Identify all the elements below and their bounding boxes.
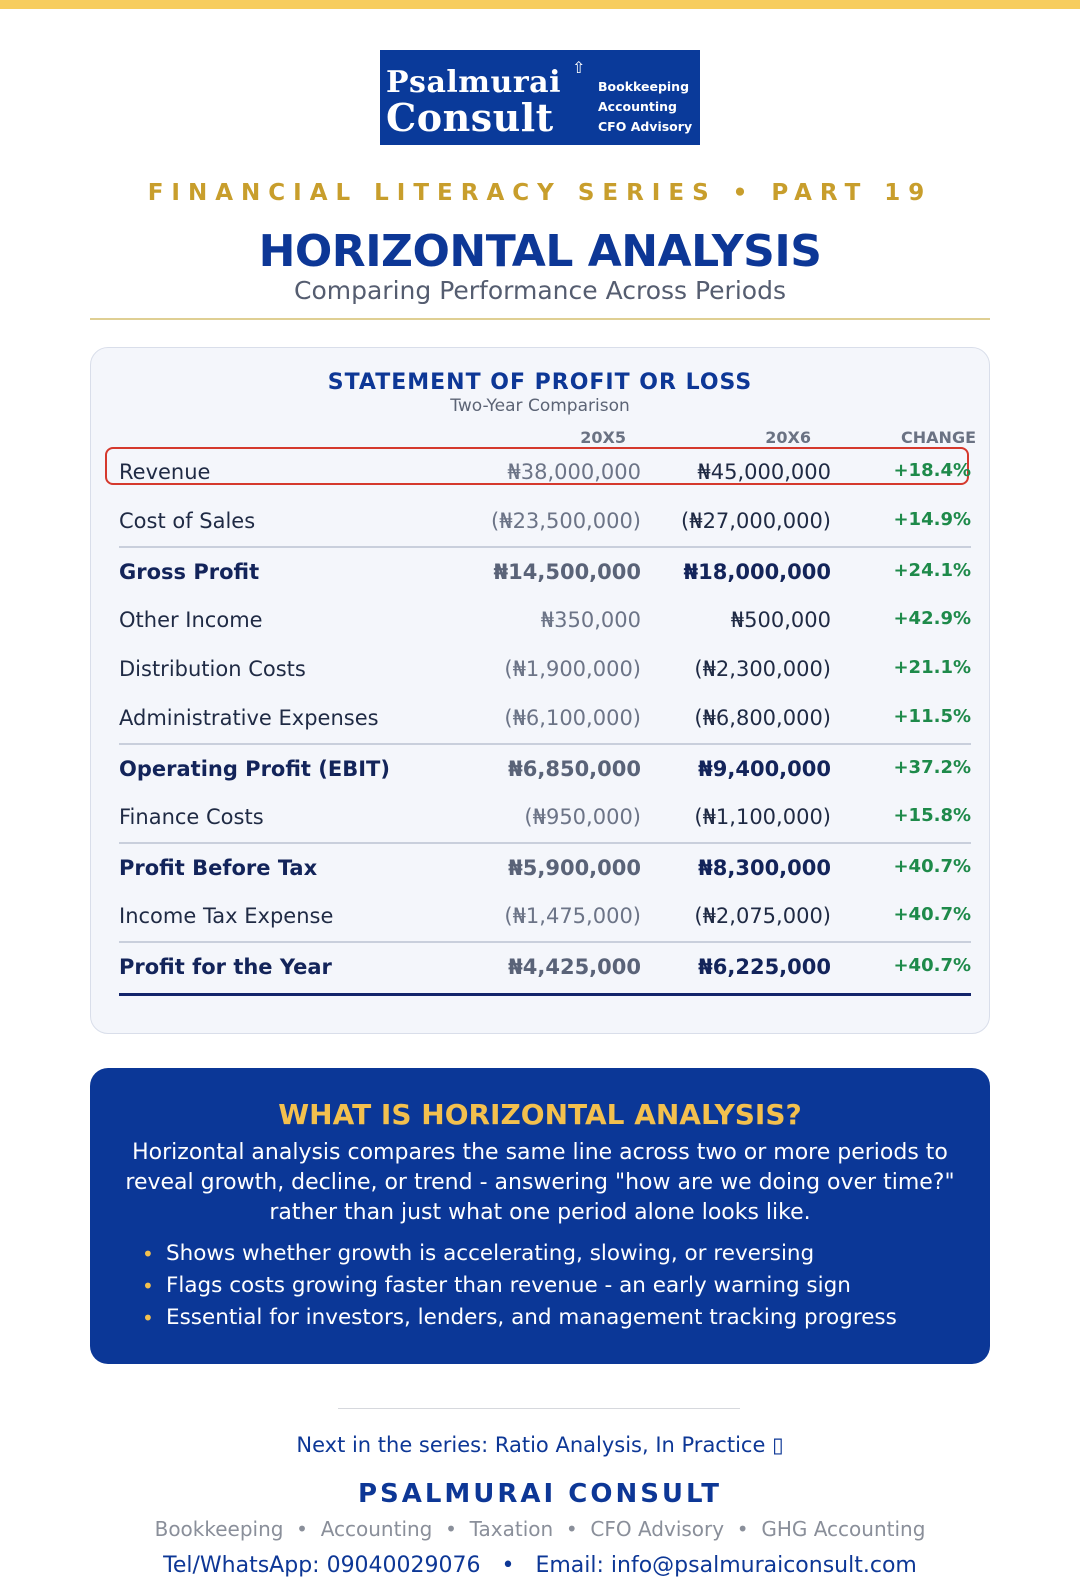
value-20x5: ₦5,900,000 [508, 856, 641, 880]
value-20x6: ₦9,400,000 [698, 757, 831, 781]
row-label: Cost of Sales [119, 509, 256, 533]
bullet-text: Flags costs growing faster than revenue … [166, 1273, 851, 1298]
page-title: HORIZONTAL ANALYSIS [258, 226, 822, 277]
change-value: +15.8% [893, 805, 971, 826]
value-20x5: ₦14,500,000 [493, 560, 641, 584]
column-header-20x5: 20X5 [580, 428, 626, 447]
value-20x5: ₦6,850,000 [508, 757, 641, 781]
list-item: • Essential for investors, lenders, and m… [140, 1302, 960, 1334]
bullet-icon: • [142, 1306, 154, 1330]
value-20x6: (₦6,800,000) [694, 706, 831, 730]
brand-name: PSALMURAI CONSULT [357, 1479, 723, 1509]
value-20x5: ₦350,000 [540, 608, 641, 632]
value-20x5: (₦6,100,000) [504, 706, 641, 730]
bullet-icon: • [142, 1242, 154, 1266]
row-label: Distribution Costs [119, 657, 306, 681]
bullet-text: Shows whether growth is accelerating, sl… [166, 1241, 815, 1266]
table-row: Profit Before Tax ₦5,900,000 ₦8,300,000 … [119, 842, 971, 894]
services-list: Bookkeeping • Accounting • Taxation • CF… [154, 1517, 926, 1541]
value-20x6: ₦45,000,000 [697, 460, 831, 484]
info-body: Horizontal analysis compares the same li… [125, 1140, 955, 1225]
logo-tags: Bookkeeping Accounting CFO Advisory [598, 77, 692, 137]
change-value: +40.7% [893, 856, 971, 877]
change-value: +42.9% [893, 608, 971, 629]
arrow-up-icon: ⇧ [572, 58, 586, 77]
value-20x6: ₦18,000,000 [683, 560, 831, 584]
row-label: Administrative Expenses [119, 706, 379, 730]
logo-name-line1: Psalmurai [386, 65, 561, 100]
list-item: • Shows whether growth is accelerating, s… [140, 1238, 960, 1270]
value-20x6: ₦8,300,000 [698, 856, 831, 880]
value-20x5: ₦4,425,000 [508, 955, 641, 979]
change-value: +40.7% [893, 904, 971, 925]
change-value: +40.7% [893, 955, 971, 976]
list-item: • Flags costs growing faster than revenue… [140, 1270, 960, 1302]
next-in-series: Next in the series: Ratio Analysis, In P… [296, 1433, 784, 1457]
row-label: Finance Costs [119, 805, 264, 829]
row-label: Revenue [119, 460, 211, 484]
value-20x6: (₦2,300,000) [694, 657, 831, 681]
info-title: WHAT IS HORIZONTAL ANALYSIS? [278, 1098, 802, 1131]
table-row: Finance Costs (₦950,000) (₦1,100,000) +1… [119, 793, 971, 843]
table-row: Administrative Expenses (₦6,100,000) (₦6… [119, 694, 971, 744]
company-logo: Psalmurai Consult ⇧ Bookkeeping Accounti… [380, 50, 700, 145]
row-label: Operating Profit (EBIT) [119, 757, 390, 781]
row-label: Gross Profit [119, 560, 260, 584]
logo-tag: Bookkeeping [598, 79, 690, 94]
row-label: Other Income [119, 608, 263, 632]
value-20x6: (₦1,100,000) [694, 805, 831, 829]
divider [338, 1408, 740, 1409]
table-row: Distribution Costs (₦1,900,000) (₦2,300,… [119, 645, 971, 695]
value-20x5: ₦38,000,000 [507, 460, 641, 484]
bullet-text: Essential for investors, lenders, and ma… [166, 1305, 897, 1330]
table-row: Operating Profit (EBIT) ₦6,850,000 ₦9,40… [119, 743, 971, 795]
value-20x6: ₦500,000 [730, 608, 831, 632]
logo-tag: Accounting [598, 99, 677, 114]
logo-wordmark: Psalmurai Consult [386, 68, 586, 138]
table-row: Other Income ₦350,000 ₦500,000 +42.9% [119, 596, 971, 646]
column-header-20x6: 20X6 [765, 428, 811, 447]
value-20x5: (₦1,900,000) [504, 657, 641, 681]
page-subtitle: Comparing Performance Across Periods [294, 276, 786, 305]
info-panel: WHAT IS HORIZONTAL ANALYSIS? Horizontal … [90, 1068, 990, 1364]
column-header-change: CHANGE [901, 428, 976, 447]
value-20x5: (₦1,475,000) [504, 904, 641, 928]
change-value: +11.5% [893, 706, 971, 727]
contact-info: Tel/WhatsApp: 09040029076 • Email: info@… [163, 1553, 917, 1578]
statement-subtitle: Two-Year Comparison [450, 396, 630, 416]
value-20x6: (₦2,075,000) [694, 904, 831, 928]
table-row: Profit for the Year ₦4,425,000 ₦6,225,00… [119, 941, 971, 996]
series-label: FINANCIAL LITERACY SERIES • PART 19 [147, 180, 933, 206]
change-value: +18.4% [893, 460, 971, 481]
table-row: Gross Profit ₦14,500,000 ₦18,000,000 +24… [119, 546, 971, 598]
change-value: +14.9% [893, 509, 971, 530]
value-20x5: (₦950,000) [524, 805, 641, 829]
row-label: Profit Before Tax [119, 856, 318, 880]
value-20x5: (₦23,500,000) [491, 509, 641, 533]
change-value: +24.1% [893, 560, 971, 581]
row-label: Income Tax Expense [119, 904, 334, 928]
info-bullets: • Shows whether growth is accelerating, s… [140, 1238, 960, 1334]
divider [90, 318, 990, 320]
statement-card: STATEMENT OF PROFIT OR LOSS Two-Year Com… [90, 347, 990, 1034]
table-row: Income Tax Expense (₦1,475,000) (₦2,075,… [119, 892, 971, 942]
bullet-icon: • [142, 1274, 154, 1298]
value-20x6: ₦6,225,000 [698, 955, 831, 979]
change-value: +21.1% [893, 657, 971, 678]
table-row: Cost of Sales (₦23,500,000) (₦27,000,000… [119, 497, 971, 547]
logo-tag: CFO Advisory [598, 119, 693, 134]
statement-title: STATEMENT OF PROFIT OR LOSS [327, 370, 753, 395]
value-20x6: (₦27,000,000) [681, 509, 831, 533]
top-accent-bar [0, 0, 1080, 9]
table-row: Revenue ₦38,000,000 ₦45,000,000 +18.4% [119, 448, 971, 498]
logo-name-line2: Consult [386, 95, 554, 140]
revenue-highlight-box [105, 447, 969, 485]
row-label: Profit for the Year [119, 955, 332, 979]
change-value: +37.2% [893, 757, 971, 778]
